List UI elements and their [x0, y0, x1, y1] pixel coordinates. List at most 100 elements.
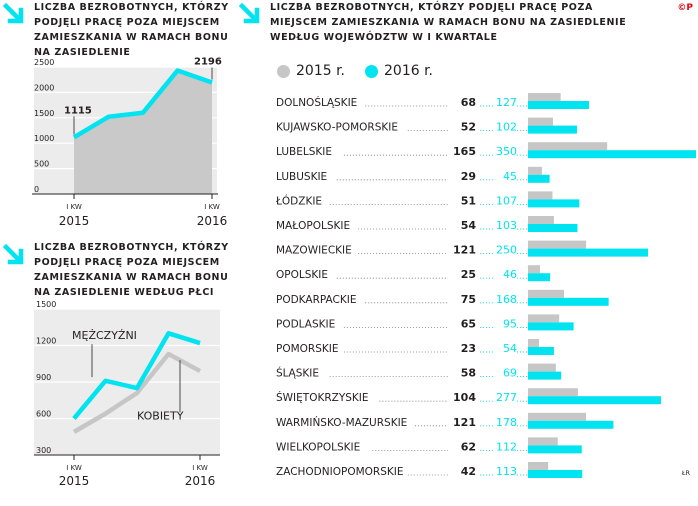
value-2016-label: 113 — [496, 465, 517, 478]
chart-regions-legend: 2015 r. 2016 r. — [277, 63, 433, 79]
bar-2016 — [528, 470, 583, 478]
bar-2015 — [528, 240, 587, 249]
y-tick-label: 500 — [34, 160, 49, 169]
bar-2016 — [528, 371, 562, 380]
bar-2016 — [528, 322, 574, 331]
bar-2015 — [528, 166, 542, 175]
region-label: ŁÓDZKIE — [275, 194, 322, 207]
y-tick-label: 2500 — [34, 58, 54, 67]
value-2015-label: 58 — [461, 367, 476, 380]
bar-2016 — [528, 199, 580, 208]
value-2016-label: 250 — [496, 244, 517, 257]
area-line — [72, 68, 213, 140]
bar-2016 — [528, 248, 648, 257]
bar-2015 — [528, 289, 564, 298]
bar-2016 — [528, 445, 582, 454]
value-2016-label: 45 — [503, 170, 517, 183]
y-tick-label: 300 — [36, 446, 51, 455]
region-label: ŚWIĘTOKRZYSKIE — [276, 391, 369, 404]
region-label: MAZOWIECKIE — [276, 245, 352, 257]
value-2015-label: 62 — [461, 440, 476, 453]
value-2015-label: 52 — [461, 121, 476, 134]
value-2016-label: 69 — [503, 367, 517, 380]
region-label: WARMIŃSKO-MAZURSKIE — [276, 416, 407, 429]
value-2015-label: 25 — [461, 268, 476, 281]
value-2015-label: 121 — [453, 416, 476, 429]
region-label: PODLASKIE — [276, 318, 335, 330]
value-2016-label: 277 — [496, 391, 517, 404]
bar-2015 — [528, 265, 540, 274]
bar-2016 — [528, 150, 696, 159]
bar-2015 — [528, 462, 549, 470]
x-tick-year: 2015 — [59, 474, 90, 488]
chart-total: 0 500 1000 1500 2000 2500 1115 2196 I KW 2015 I KW… — [32, 56, 228, 228]
region-label: ŚLĄSKIE — [276, 367, 319, 380]
region-label: MAŁOPOLSKIE — [276, 220, 350, 232]
bar-2015 — [528, 363, 556, 372]
credit-logo: ©P — [677, 3, 693, 13]
y-tick-label: 0 — [34, 185, 39, 194]
y-tick-label: 900 — [36, 373, 51, 382]
data-label: 2196 — [194, 56, 222, 67]
y-tick-label: 1200 — [36, 337, 56, 346]
series-label: MĘŻCZYŹNI — [72, 329, 137, 342]
bar-2016 — [528, 396, 661, 405]
value-2015-label: 29 — [461, 170, 476, 183]
value-2016-label: 127 — [496, 96, 517, 109]
x-tick-label: I KW — [66, 203, 82, 211]
y-tick-label: 600 — [36, 410, 51, 419]
value-2016-label: 95 — [503, 317, 517, 330]
bar-2016 — [528, 224, 578, 232]
region-label: LUBELSKIE — [276, 146, 332, 158]
region-label: DOLNOŚLĄSKIE — [276, 96, 357, 109]
series-line — [72, 351, 202, 434]
series-line — [72, 331, 201, 420]
value-2015-label: 42 — [461, 465, 476, 478]
bar-2015 — [528, 314, 560, 323]
legend-label-2015: 2015 r. — [296, 63, 345, 79]
region-label: LUBUSKIE — [276, 171, 327, 183]
value-2016-label: 350 — [496, 145, 517, 158]
value-2015-label: 75 — [461, 293, 476, 306]
x-tick-year: 2016 — [197, 214, 228, 228]
bar-2015 — [528, 339, 540, 347]
region-label: PODKARPACKIE — [276, 294, 356, 306]
value-2016-label: 112 — [496, 440, 517, 453]
y-tick-label: 2000 — [34, 83, 54, 92]
value-2015-label: 165 — [453, 145, 476, 158]
value-2016-label: 107 — [496, 194, 517, 207]
y-tick-label: 1500 — [36, 300, 56, 309]
bar-2015 — [528, 117, 553, 126]
x-tick-year: 2016 — [185, 474, 216, 488]
data-label: 1115 — [64, 105, 92, 116]
value-2015-label: 51 — [461, 194, 476, 207]
y-tick-label: 1500 — [34, 109, 54, 118]
value-2016-label: 102 — [496, 121, 517, 134]
bar-2016 — [528, 273, 551, 282]
y-tick-label: 1000 — [34, 134, 54, 143]
region-label: OPOLSKIE — [276, 269, 328, 281]
value-2015-label: 54 — [461, 219, 477, 232]
bar-2015 — [528, 412, 587, 421]
source-label: ŁR — [681, 469, 691, 477]
x-tick-label: I KW — [192, 464, 208, 472]
value-2015-label: 104 — [453, 391, 476, 404]
x-tick-label: I KW — [66, 464, 82, 472]
bar-2015 — [528, 437, 558, 446]
bar-2016 — [528, 174, 550, 183]
region-label: WIELKOPOLSKIE — [276, 441, 360, 453]
bar-2016 — [528, 347, 554, 355]
value-2015-label: 65 — [461, 317, 476, 330]
legend-swatch-2015 — [277, 64, 290, 78]
arrow-icon — [2, 2, 24, 24]
bar-2015 — [528, 388, 578, 397]
x-tick-year: 2015 — [59, 214, 90, 228]
chart-gender: 300 600 900 1200 1500 MĘŻCZYŹNI KOBIETY I KW 201… — [34, 300, 220, 488]
bar-2016 — [528, 297, 609, 306]
bar-2016 — [528, 101, 589, 109]
value-2016-label: 168 — [496, 293, 517, 306]
x-tick-label: I KW — [204, 203, 220, 211]
value-2015-label: 121 — [453, 244, 476, 257]
arrow-icon — [2, 243, 24, 265]
bar-2015 — [528, 93, 561, 101]
